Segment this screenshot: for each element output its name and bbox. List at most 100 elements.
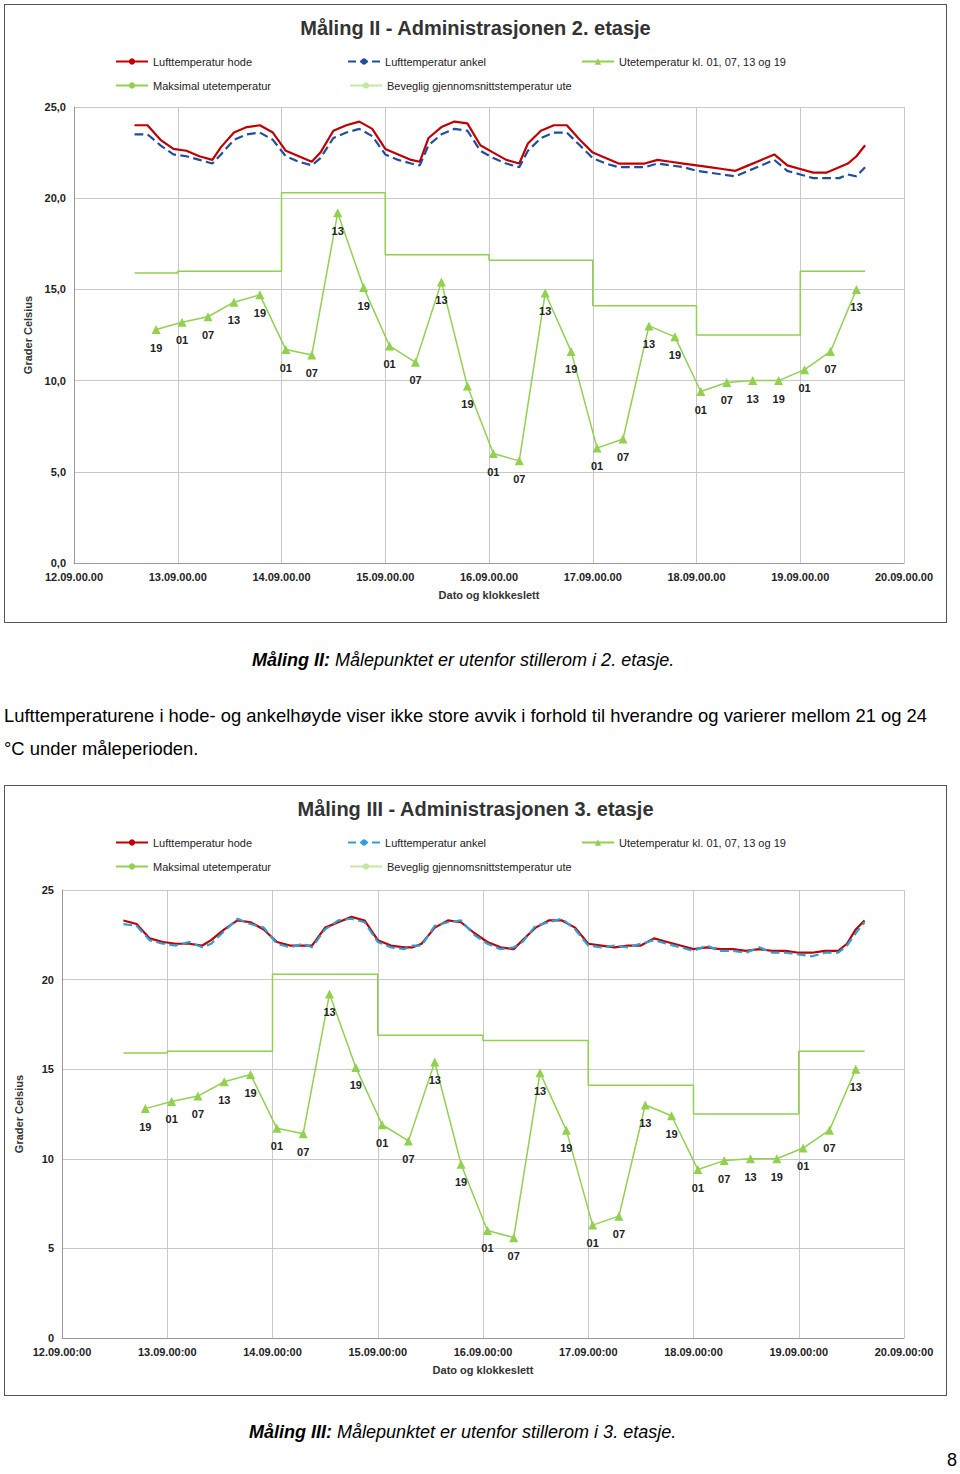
svg-text:17.09.00:00: 17.09.00:00 xyxy=(559,1346,618,1358)
svg-text:16.09.00.00: 16.09.00.00 xyxy=(460,571,518,583)
svg-text:16.09.00:00: 16.09.00:00 xyxy=(454,1346,513,1358)
svg-text:19: 19 xyxy=(350,1079,362,1091)
svg-text:Utetemperatur kl. 01, 07, 13 o: Utetemperatur kl. 01, 07, 13 og 19 xyxy=(619,837,786,849)
svg-text:13: 13 xyxy=(744,1171,756,1183)
svg-text:19: 19 xyxy=(244,1087,256,1099)
svg-text:18.09.00.00: 18.09.00.00 xyxy=(667,571,725,583)
svg-text:Lufttemperatur ankel: Lufttemperatur ankel xyxy=(385,56,486,68)
svg-text:13: 13 xyxy=(218,1094,230,1106)
svg-text:20.09.00.00: 20.09.00.00 xyxy=(875,571,933,583)
svg-text:17.09.00.00: 17.09.00.00 xyxy=(564,571,622,583)
svg-text:19: 19 xyxy=(254,307,266,319)
svg-text:Lufttemperatur hode: Lufttemperatur hode xyxy=(153,837,252,849)
svg-text:15.09.00.00: 15.09.00.00 xyxy=(356,571,414,583)
svg-text:07: 07 xyxy=(513,473,525,485)
svg-text:13: 13 xyxy=(850,301,862,313)
svg-text:07: 07 xyxy=(613,1228,625,1240)
svg-text:01: 01 xyxy=(271,1140,283,1152)
svg-text:07: 07 xyxy=(306,367,318,379)
svg-text:07: 07 xyxy=(824,363,836,375)
svg-text:19: 19 xyxy=(560,1142,572,1154)
svg-text:01: 01 xyxy=(481,1242,493,1254)
svg-text:5: 5 xyxy=(48,1242,54,1254)
svg-text:12.09.00.00: 12.09.00.00 xyxy=(45,571,103,583)
svg-text:07: 07 xyxy=(402,1153,414,1165)
svg-text:01: 01 xyxy=(587,1237,599,1249)
svg-text:5,0: 5,0 xyxy=(51,466,66,478)
svg-text:07: 07 xyxy=(617,451,629,463)
svg-text:10,0: 10,0 xyxy=(45,375,66,387)
svg-text:01: 01 xyxy=(383,358,395,370)
svg-text:Dato og klokkeslett: Dato og klokkeslett xyxy=(433,1364,534,1376)
svg-text:15,0: 15,0 xyxy=(45,283,66,295)
svg-text:07: 07 xyxy=(718,1173,730,1185)
svg-text:01: 01 xyxy=(695,404,707,416)
svg-text:01: 01 xyxy=(591,460,603,472)
svg-text:07: 07 xyxy=(192,1108,204,1120)
svg-text:19: 19 xyxy=(669,349,681,361)
svg-text:13: 13 xyxy=(639,1117,651,1129)
svg-text:13: 13 xyxy=(747,393,759,405)
svg-text:19: 19 xyxy=(358,300,370,312)
svg-text:13: 13 xyxy=(539,305,551,317)
svg-text:13: 13 xyxy=(332,225,344,237)
svg-text:01: 01 xyxy=(692,1182,704,1194)
svg-text:Måling III - Administrasjonen: Måling III - Administrasjonen 3. etasje xyxy=(297,798,653,820)
svg-text:19.09.00.00: 19.09.00.00 xyxy=(771,571,829,583)
svg-text:12.09.00:00: 12.09.00:00 xyxy=(33,1346,92,1358)
svg-text:Grader Celsius: Grader Celsius xyxy=(22,296,34,374)
svg-text:19: 19 xyxy=(139,1121,151,1133)
svg-text:18.09.00:00: 18.09.00:00 xyxy=(664,1346,723,1358)
svg-text:07: 07 xyxy=(823,1142,835,1154)
svg-text:Beveglig gjennomsnittstemperat: Beveglig gjennomsnittstemperatur ute xyxy=(387,80,572,92)
svg-text:13.09.00:00: 13.09.00:00 xyxy=(138,1346,197,1358)
svg-text:01: 01 xyxy=(798,382,810,394)
svg-text:25,0: 25,0 xyxy=(45,101,66,113)
svg-text:07: 07 xyxy=(297,1146,309,1158)
svg-text:13: 13 xyxy=(429,1074,441,1086)
svg-text:07: 07 xyxy=(409,374,421,386)
svg-text:01: 01 xyxy=(797,1160,809,1172)
svg-text:13: 13 xyxy=(643,338,655,350)
svg-text:20.09.00:00: 20.09.00:00 xyxy=(875,1346,934,1358)
svg-text:19: 19 xyxy=(455,1176,467,1188)
svg-text:01: 01 xyxy=(280,362,292,374)
svg-text:01: 01 xyxy=(176,334,188,346)
svg-text:13: 13 xyxy=(228,314,240,326)
svg-text:13.09.00.00: 13.09.00.00 xyxy=(149,571,207,583)
svg-text:0,0: 0,0 xyxy=(51,557,66,569)
svg-text:10: 10 xyxy=(42,1153,54,1165)
svg-text:Maksimal utetemperatur: Maksimal utetemperatur xyxy=(153,80,271,92)
svg-text:Måling II - Administrasjonen 2: Måling II - Administrasjonen 2. etasje xyxy=(300,17,650,39)
svg-text:14.09.00:00: 14.09.00:00 xyxy=(243,1346,302,1358)
svg-text:19: 19 xyxy=(150,342,162,354)
svg-text:14.09.00.00: 14.09.00.00 xyxy=(252,571,310,583)
svg-text:07: 07 xyxy=(508,1250,520,1262)
svg-text:15: 15 xyxy=(42,1063,54,1075)
svg-text:07: 07 xyxy=(721,394,733,406)
svg-text:01: 01 xyxy=(376,1137,388,1149)
svg-text:01: 01 xyxy=(487,466,499,478)
svg-text:Utetemperatur kl. 01, 07, 13 o: Utetemperatur kl. 01, 07, 13 og 19 xyxy=(619,56,786,68)
svg-text:19.09.00:00: 19.09.00:00 xyxy=(769,1346,828,1358)
svg-text:20: 20 xyxy=(42,974,54,986)
svg-text:Beveglig gjennomsnittstemperat: Beveglig gjennomsnittstemperatur ute xyxy=(387,861,572,873)
svg-text:01: 01 xyxy=(166,1113,178,1125)
svg-text:15.09.00:00: 15.09.00:00 xyxy=(348,1346,407,1358)
svg-text:20,0: 20,0 xyxy=(45,192,66,204)
svg-text:19: 19 xyxy=(565,363,577,375)
svg-text:19: 19 xyxy=(665,1128,677,1140)
svg-text:13: 13 xyxy=(435,294,447,306)
svg-text:19: 19 xyxy=(773,393,785,405)
svg-text:Lufttemperatur ankel: Lufttemperatur ankel xyxy=(385,837,486,849)
svg-text:25: 25 xyxy=(42,884,54,896)
svg-text:Grader Celsius: Grader Celsius xyxy=(13,1075,25,1153)
svg-text:19: 19 xyxy=(771,1171,783,1183)
svg-text:13: 13 xyxy=(323,1006,335,1018)
svg-text:13: 13 xyxy=(850,1081,862,1093)
svg-text:19: 19 xyxy=(461,398,473,410)
svg-text:07: 07 xyxy=(202,329,214,341)
svg-text:Maksimal utetemperatur: Maksimal utetemperatur xyxy=(153,861,271,873)
svg-text:0: 0 xyxy=(48,1332,54,1344)
svg-text:13: 13 xyxy=(534,1085,546,1097)
